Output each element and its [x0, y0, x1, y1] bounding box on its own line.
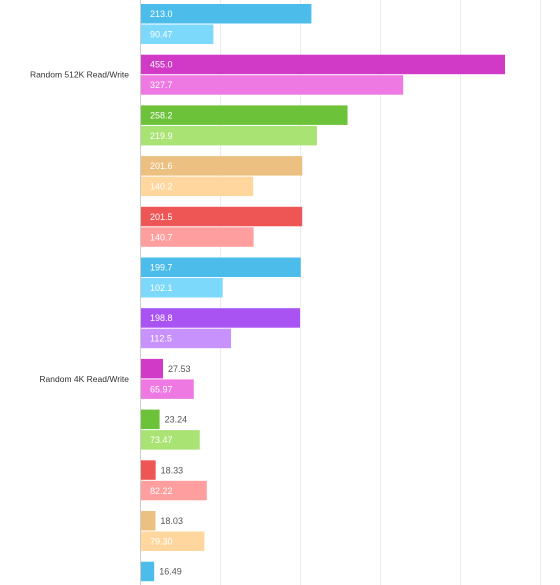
value-label-write-7: 65.97: [150, 384, 173, 394]
bar-write-5: [141, 278, 223, 298]
value-label-read-11: 16.49: [159, 567, 182, 577]
bar-write-1: [141, 75, 404, 95]
value-label-read-1: 455.0: [150, 60, 173, 70]
value-label-read-5: 199.7: [150, 262, 173, 272]
bar-read-8: [141, 409, 160, 430]
value-label-read-2: 258.2: [150, 110, 173, 120]
bar-write-10: [141, 531, 205, 551]
value-label-write-5: 102.1: [150, 283, 173, 293]
bar-write-9: [141, 480, 207, 501]
bar-write-8: [141, 430, 200, 450]
bar-read-3: [141, 156, 303, 176]
bar-read-2: [141, 105, 348, 125]
bar-read-1: [141, 54, 505, 75]
bar-write-6: [141, 328, 231, 349]
category-label-1: Random 512K Read/Write: [30, 70, 129, 80]
bar-read-9: [141, 460, 156, 480]
value-label-write-10: 79.30: [150, 536, 173, 546]
value-label-read-3: 201.6: [150, 161, 173, 171]
bar-write-3: [141, 176, 254, 197]
category-label-7: Random 4K Read/Write: [39, 374, 129, 384]
value-label-read-4: 201.5: [150, 212, 173, 222]
grid: [220, 0, 541, 585]
value-label-read-9: 18.33: [161, 465, 184, 475]
bar-write-2: [141, 125, 317, 146]
value-label-write-9: 82.22: [150, 486, 173, 496]
value-label-read-7: 27.53: [168, 364, 191, 374]
value-label-write-4: 140.7: [150, 232, 173, 242]
value-label-write-1: 327.7: [150, 80, 173, 90]
bar-write-4: [141, 227, 254, 247]
value-label-write-6: 112.5: [150, 334, 172, 344]
value-label-read-0: 213.0: [150, 9, 173, 19]
value-label-write-3: 140.2: [150, 182, 173, 192]
bar-read-5: [141, 257, 301, 277]
value-label-read-10: 18.03: [160, 516, 183, 526]
labels: 213.0 90.47 455.0 327.7 Random 512K Read/Wri…: [30, 9, 191, 577]
value-label-read-8: 23.24: [165, 415, 188, 425]
bar-read-0: [141, 4, 312, 24]
bars: [141, 4, 505, 582]
value-label-write-2: 219.9: [150, 131, 173, 141]
value-label-read-6: 198.8: [150, 313, 173, 323]
bar-read-4: [141, 206, 303, 227]
bar-read-11: [141, 561, 155, 582]
bar-read-10: [141, 511, 156, 531]
value-label-write-8: 73.47: [150, 435, 173, 445]
bar-write-0: [141, 24, 214, 44]
bar-read-7: [141, 358, 164, 379]
bar-write-7: [141, 379, 194, 399]
bar-read-6: [141, 308, 301, 328]
value-label-write-0: 90.47: [150, 29, 173, 39]
